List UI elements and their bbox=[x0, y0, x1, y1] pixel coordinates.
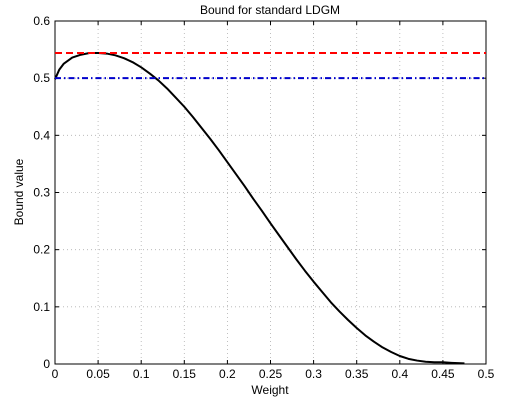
x-tick-label: 0.3 bbox=[305, 367, 322, 381]
x-tick-label: 0.5 bbox=[478, 367, 495, 381]
y-tick-label: 0.2 bbox=[33, 243, 50, 257]
y-tick-label: 0 bbox=[43, 357, 50, 371]
series-group bbox=[55, 53, 486, 363]
y-tick-label: 0.3 bbox=[33, 186, 50, 200]
x-tick-label: 0.1 bbox=[133, 367, 150, 381]
x-tick-label: 0.05 bbox=[86, 367, 110, 381]
x-tick-label: 0 bbox=[52, 367, 59, 381]
y-tick-label: 0.5 bbox=[33, 71, 50, 85]
y-axis-label: Bound value bbox=[12, 158, 26, 225]
chart-title: Bound for standard LDGM bbox=[200, 3, 340, 17]
x-tick-label: 0.4 bbox=[391, 367, 408, 381]
x-tick-label: 0.25 bbox=[259, 367, 283, 381]
y-tick-label: 0.4 bbox=[33, 128, 50, 142]
x-axis-label: Weight bbox=[251, 383, 289, 397]
x-tick-label: 0.2 bbox=[219, 367, 236, 381]
bound-curve bbox=[55, 53, 464, 363]
y-tick-label: 0.1 bbox=[33, 300, 50, 314]
grid bbox=[55, 21, 486, 364]
x-tick-label: 0.15 bbox=[173, 367, 197, 381]
axis-ticks: 0 0.05 0.1 0.15 0.2 0.25 0.3 0.35 0.4 0.45 0.5 0 0.1… bbox=[33, 14, 494, 381]
x-tick-label: 0.45 bbox=[431, 367, 455, 381]
x-tick-label: 0.35 bbox=[345, 367, 369, 381]
y-tick-label: 0.6 bbox=[33, 14, 50, 28]
